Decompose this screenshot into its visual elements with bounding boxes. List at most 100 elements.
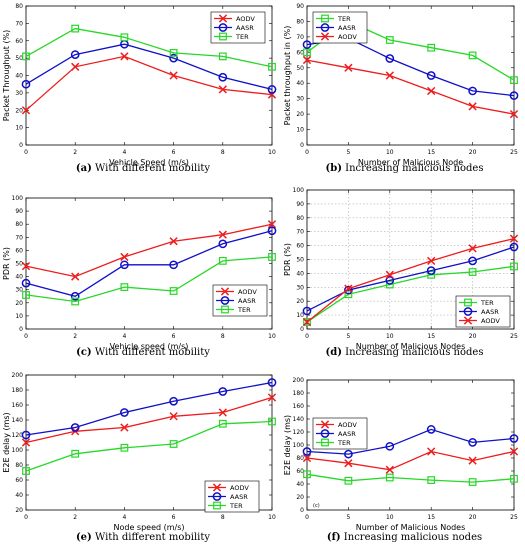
data-point-aodv [120,423,129,432]
y-tick-label: 60 [15,247,23,254]
data-point-aasr [267,378,277,387]
y-tick-label: 60 [15,38,23,45]
y-axis-label: E2E delay (ms) [2,412,11,472]
data-point-ter [385,36,394,44]
y-tick-label: 50 [296,257,304,264]
data-point-aasr [267,85,277,94]
plot-annotation: (c) [313,503,320,509]
x-axis-label: Vehicle speed (m/s) [110,342,189,351]
data-point-aodv [468,244,477,253]
x-tick-label: 10 [268,149,276,156]
x-tick-label: 6 [172,514,176,521]
chart-panel-d: 0 5 10 15 20 25 0 10 20 30 40 50 60 70 80 90 100 Number o… [283,187,519,358]
y-tick-label: 140 [293,416,305,423]
x-tick-label: 10 [386,514,394,521]
caption-text: With different mobility [92,347,211,358]
series-line-aasr [306,428,515,455]
data-point-aodv [344,63,353,72]
y-tick-label: 80 [15,462,23,469]
y-tick-label: 20 [15,107,23,114]
data-point-ter [468,478,477,486]
x-tick-label: 6 [172,333,176,340]
y-tick-label: 50 [15,55,23,62]
y-axis-label: Packet Throughput (%) [2,30,11,122]
data-point-ter [468,268,477,276]
y-tick-label: 70 [15,234,23,241]
legend-label: AASR [481,308,499,316]
chart-panel-a: 0 2 4 6 8 10 0 10 20 30 40 50 60 70 80 Vehicle Speed (m… [2,3,277,174]
y-axis-label: PDR (%) [283,243,292,276]
series-line-aodv [306,237,515,323]
chart-panel-b: 0 5 10 15 20 25 0 10 20 30 40 50 60 70 80 90 Number of M… [283,3,519,174]
legend-label: AASR [338,24,356,32]
data-point-ter [344,476,353,485]
legend-marker [218,14,228,23]
legend-marker [320,429,330,438]
plot-frame [306,5,515,146]
figure-caption: (f) Increasing malicious nodes [327,532,482,543]
data-point-aasr [70,423,80,432]
data-point-aodv [427,256,436,266]
data-point-ter [385,473,394,482]
x-tick-label: 25 [510,514,518,521]
caption-text: Increasing malicious nodes [341,532,483,543]
x-tick-label: 0 [24,514,28,521]
x-tick-label: 8 [221,514,225,521]
series-line-ter [306,265,515,323]
y-tick-label: 90 [296,3,304,10]
data-point-aodv [21,438,31,447]
y-tick-label: 200 [12,372,24,379]
y-tick-label: 0 [300,326,304,333]
data-point-aasr [70,291,80,301]
legend-label: AASR [230,493,248,501]
legend-marker [220,296,230,305]
data-point-aasr [21,430,31,440]
legend-marker [219,32,227,41]
caption-text: Increasing malicious nodes [342,163,484,174]
y-axis-label: E2E delay (ms) [283,415,292,475]
data-point-aasr [169,396,178,406]
data-point-ter [268,62,276,71]
series-line-ter [25,256,273,303]
data-point-aodv [468,456,477,465]
x-tick-label: 20 [469,149,477,156]
y-tick-label: 60 [15,477,23,484]
data-point-aodv [344,459,353,468]
y-tick-label: 30 [296,284,304,291]
caption-label: (f) [327,532,341,543]
x-tick-label: 8 [221,149,225,156]
data-point-ter [268,253,276,261]
legend-marker [218,23,228,32]
y-tick-label: 180 [293,390,305,397]
data-point-aasr [21,278,31,288]
x-tick-label: 4 [122,514,126,521]
figure-caption: (c) With different mobility [76,347,210,358]
x-tick-label: 6 [172,149,176,156]
x-tick-label: 0 [305,333,309,340]
legend-marker [213,501,221,510]
data-point-aasr [344,285,353,295]
data-point-ter [427,476,436,484]
data-point-ter [303,470,311,479]
series-line-aasr [25,230,273,298]
x-tick-label: 2 [73,149,77,156]
y-tick-label: 10 [15,313,23,320]
legend-label: AASR [238,297,256,305]
y-tick-label: 0 [19,326,23,333]
legend-label: AODV [338,421,357,429]
legend-label: AODV [230,484,249,492]
y-tick-label: 30 [15,287,23,294]
data-point-aodv [267,220,277,229]
data-point-ter [120,283,129,291]
y-tick-label: 60 [296,468,304,475]
data-point-aodv [509,234,519,243]
y-tick-label: 60 [296,49,304,56]
x-tick-label: 10 [268,333,276,340]
series-line-aasr [25,381,273,436]
y-tick-label: 40 [15,492,23,499]
legend-label: AODV [236,15,255,23]
legend-label: AODV [338,33,357,41]
x-tick-label: 25 [510,333,518,340]
y-tick-label: 90 [15,208,23,215]
y-tick-label: 80 [296,215,304,222]
